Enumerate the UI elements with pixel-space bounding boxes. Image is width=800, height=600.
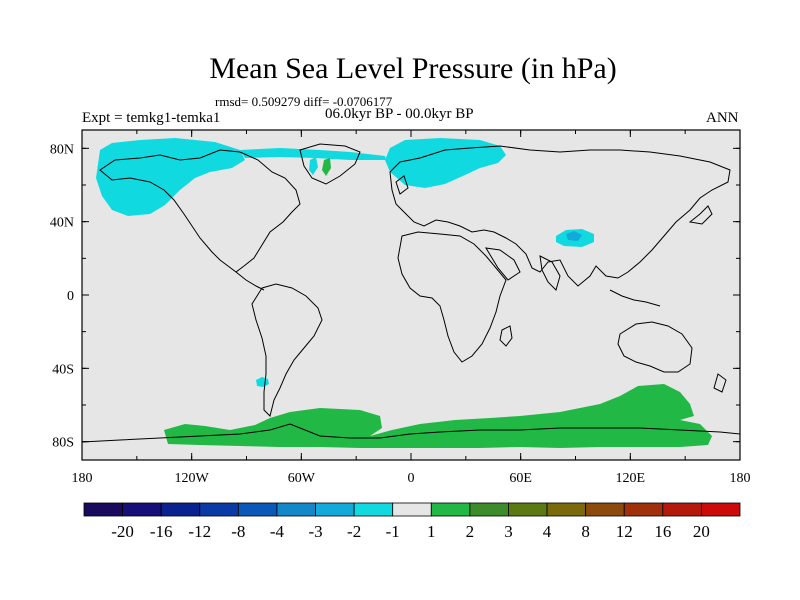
y-tick-label: 0 bbox=[67, 289, 74, 304]
colorbar-label: 1 bbox=[427, 522, 436, 541]
y-tick-label: 80S bbox=[52, 436, 74, 451]
x-tick-label: 0 bbox=[408, 471, 415, 486]
colorbar-label: -12 bbox=[188, 522, 211, 541]
y-tick-label: 40N bbox=[50, 216, 74, 231]
coast-madagascar bbox=[499, 325, 513, 347]
colorbar-label: -8 bbox=[231, 522, 245, 541]
region-greenland-small-1 bbox=[309, 157, 318, 175]
axis-tick-labels: 180 120W 60W 0 60E 120E 180 80N 40N 0 40S 80S bbox=[50, 142, 751, 486]
coast-greenland bbox=[299, 143, 361, 185]
coast-africa bbox=[397, 231, 507, 363]
colorbar-label: 2 bbox=[466, 522, 475, 541]
coast-north-america bbox=[99, 149, 301, 273]
coast-sea-islands bbox=[609, 289, 661, 307]
colorbar-swatch bbox=[199, 502, 239, 517]
colorbar-label: -20 bbox=[111, 522, 134, 541]
region-tibet-core bbox=[566, 231, 582, 241]
region-southern-ocean bbox=[164, 384, 712, 448]
colorbar-label: 20 bbox=[693, 522, 710, 541]
coast-arabia bbox=[485, 247, 521, 281]
negative-anomaly-regions bbox=[96, 138, 594, 387]
season-label: ANN bbox=[706, 110, 739, 126]
coast-central-america bbox=[235, 271, 265, 291]
coast-antarctica bbox=[81, 423, 741, 443]
page-title: Mean Sea Level Pressure (in hPa) bbox=[209, 52, 617, 85]
coast-south-america bbox=[251, 283, 323, 417]
colorbar-swatch bbox=[508, 502, 548, 517]
colorbar-swatch bbox=[430, 502, 471, 517]
colorbar-label: -4 bbox=[270, 522, 285, 541]
coast-uk bbox=[395, 175, 409, 195]
colorbar-label: -1 bbox=[386, 522, 400, 541]
region-sub-antarctic-patch bbox=[290, 418, 306, 430]
region-arctic-strip bbox=[240, 148, 386, 160]
x-tick-label: 180 bbox=[730, 471, 751, 486]
colorbar-swatch bbox=[353, 502, 394, 517]
colorbar-labels: -20 -16 -12 -8 -4 -3 -2 -1 1 2 3 4 8 12 16 20 bbox=[111, 522, 710, 541]
colorbar-swatch bbox=[315, 502, 355, 517]
colorbar-swatch bbox=[469, 502, 509, 517]
colorbar-swatch bbox=[701, 502, 741, 517]
colorbar-label: 16 bbox=[654, 522, 671, 541]
colorbar-label: 12 bbox=[616, 522, 633, 541]
coast-new-zealand bbox=[713, 373, 727, 393]
colorbar-swatch bbox=[237, 502, 278, 517]
positive-anomaly-regions bbox=[164, 158, 712, 448]
colorbar-swatch bbox=[392, 502, 432, 517]
colorbar-label: -3 bbox=[308, 522, 322, 541]
colorbar-swatch bbox=[585, 502, 625, 517]
colorbar-swatch bbox=[662, 502, 702, 517]
colorbar-swatch bbox=[546, 502, 587, 517]
x-tick-label: 120E bbox=[616, 471, 646, 486]
colorbar-label: -2 bbox=[347, 522, 361, 541]
colorbar-swatch bbox=[623, 502, 664, 517]
colorbar-swatch bbox=[160, 502, 201, 517]
coast-india bbox=[539, 255, 561, 291]
colorbar-swatch bbox=[83, 502, 123, 517]
y-tick-label: 80N bbox=[50, 142, 74, 157]
x-tick-label: 60E bbox=[509, 471, 532, 486]
coast-eurasia bbox=[389, 145, 731, 287]
axis-ticks bbox=[81, 130, 741, 460]
region-arctic-canada-alaska bbox=[96, 138, 245, 216]
x-tick-label: 60W bbox=[288, 471, 316, 486]
coast-japan bbox=[688, 205, 713, 225]
colorbar-label: 8 bbox=[581, 522, 590, 541]
colorbar-label: 3 bbox=[504, 522, 513, 541]
stats-line: rmsd= 0.509279 diff= -0.0706177 bbox=[215, 94, 393, 109]
period-label: 06.0kyr BP - 00.0kyr BP bbox=[325, 106, 474, 122]
colorbar-swatch bbox=[122, 502, 162, 517]
experiment-label: Expt = temkg1-temka1 bbox=[82, 110, 221, 126]
region-greenland-small-2 bbox=[322, 158, 331, 176]
region-arctic-greenland-scandinavia bbox=[385, 138, 506, 188]
colorbar-swatch bbox=[276, 502, 316, 517]
x-tick-label: 180 bbox=[72, 471, 93, 486]
coast-australia bbox=[617, 321, 693, 373]
coastlines bbox=[81, 143, 741, 443]
colorbar-label: 4 bbox=[543, 522, 552, 541]
x-tick-label: 120W bbox=[175, 471, 210, 486]
colorbar-label: -16 bbox=[150, 522, 173, 541]
y-tick-label: 40S bbox=[52, 362, 74, 377]
colorbar bbox=[83, 502, 741, 517]
